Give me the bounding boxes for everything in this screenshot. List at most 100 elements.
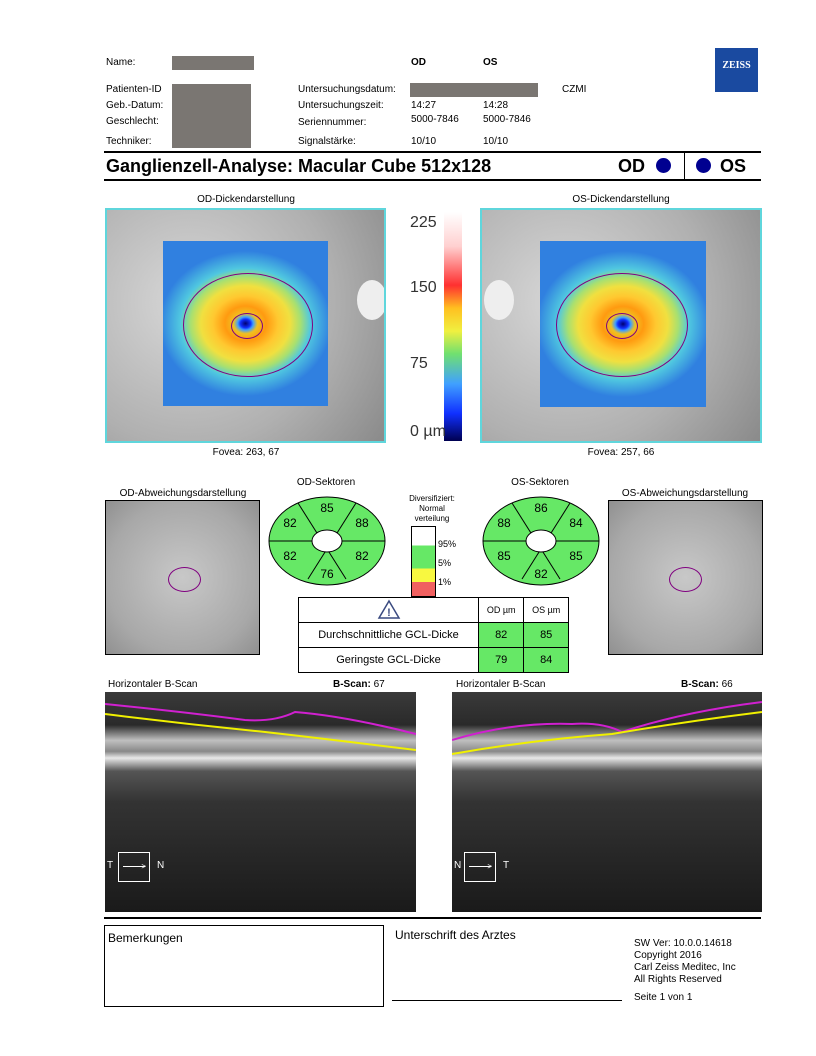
os-title-label: OS <box>720 156 747 176</box>
technician-label: Techniker: <box>106 136 152 147</box>
os-thickness-map <box>480 208 762 443</box>
redacted-patient-info <box>172 84 251 148</box>
temporal-label: T <box>107 860 114 871</box>
scale-225: 225 <box>410 214 437 231</box>
sector-lower-right: 85 <box>569 549 583 563</box>
site: CZMI <box>562 84 587 95</box>
os-bscan-image: N > T <box>452 692 762 912</box>
divider <box>104 151 761 153</box>
os-bscan-title: Horizontaler B-Scan <box>456 679 546 690</box>
divider <box>104 917 761 919</box>
page-number: Seite 1 von 1 <box>634 992 693 1003</box>
od-fovea: Fovea: 263, 67 <box>212 447 280 458</box>
sector-upper-left: 82 <box>283 516 297 530</box>
signal-label: Signalstärke: <box>298 136 356 147</box>
os-bscan-number: 66 <box>721 679 733 690</box>
row-label: Durchschnittliche GCL-Dicke <box>298 622 479 648</box>
sector-bottom: 82 <box>534 567 548 581</box>
scale-150: 150 <box>410 279 437 296</box>
bscan-label: B-Scan: <box>333 679 371 690</box>
patient-id-label: Patienten-ID <box>106 84 162 95</box>
od-bscan-image: T > N <box>105 692 416 912</box>
od-deviation-title: OD-Abweichungsdarstellung <box>119 488 247 499</box>
name-label: Name: <box>106 57 136 68</box>
os-header: OS <box>483 57 498 68</box>
direction-arrow-icon: > <box>464 852 496 882</box>
od-eye-icon <box>656 158 671 173</box>
ellipse <box>168 567 201 592</box>
copyright: Copyright 2016 <box>634 950 702 961</box>
signature-line <box>392 1000 622 1001</box>
optic-disc <box>357 280 384 320</box>
os-sectors-title: OS-Sektoren <box>511 477 569 488</box>
software-version: SW Ver: 10.0.0.14618 <box>634 938 732 949</box>
exam-time-label: Untersuchungszeit: <box>298 100 384 111</box>
od-serial: 5000-7846 <box>411 114 459 125</box>
table-row: Geringste GCL-Dicke 79 84 <box>298 647 569 673</box>
ellipse <box>556 273 688 377</box>
sector-lower-left: 85 <box>497 549 511 563</box>
os-fovea: Fovea: 257, 66 <box>587 447 655 458</box>
ellipse <box>231 313 263 339</box>
scale-0: 0 µm <box>410 423 446 440</box>
sector-upper-left: 88 <box>497 516 511 530</box>
legend-title: Diversifiziert: Normal verteilung <box>409 494 455 523</box>
od-sector-chart: 85 82 88 82 82 76 <box>268 496 386 586</box>
legend-bar <box>411 526 436 597</box>
scale-75: 75 <box>410 355 428 372</box>
redacted-exam-date <box>410 83 538 97</box>
os-signal: 10/10 <box>483 136 509 147</box>
redacted-name <box>172 56 254 70</box>
divider <box>684 152 685 180</box>
od-bscan-number: 67 <box>373 679 385 690</box>
od-signal: 10/10 <box>411 136 437 147</box>
os-heatmap <box>540 241 706 407</box>
direction-arrow-icon: > <box>118 852 150 882</box>
os-value: 85 <box>523 622 569 648</box>
company: Carl Zeiss Meditec, Inc <box>634 962 736 973</box>
zeiss-logo: ZEISS <box>715 48 758 92</box>
sector-upper-right: 88 <box>355 516 369 530</box>
legend-1: 1% <box>438 577 452 587</box>
os-serial: 5000-7846 <box>483 114 531 125</box>
dob-label: Geb.-Datum: <box>106 100 164 111</box>
signature-label: Unterschrift des Arztes <box>395 928 516 942</box>
od-title-label: OD <box>618 156 645 176</box>
warning-icon: ! <box>377 599 400 619</box>
nasal-label: N <box>157 860 165 871</box>
temporal-label: T <box>503 860 510 871</box>
os-deviation-title: OS-Abweichungsdarstellung <box>621 488 749 499</box>
legend-5: 5% <box>438 558 452 568</box>
os-sector-chart: 86 88 84 85 85 82 <box>482 496 600 586</box>
sector-lower-left: 82 <box>283 549 297 563</box>
od-column-header: OD µm <box>477 597 525 623</box>
os-deviation-map <box>608 500 763 655</box>
row-label: Geringste GCL-Dicke <box>298 647 479 673</box>
sector-bottom: 76 <box>320 567 334 581</box>
os-map-title: OS-Dickendarstellung <box>572 194 670 205</box>
page-title: Ganglienzell-Analyse: Macular Cube 512x1… <box>106 156 492 176</box>
serial-label: Seriennummer: <box>298 117 367 128</box>
sector-upper-right: 84 <box>569 516 583 530</box>
od-sectors-title: OD-Sektoren <box>296 477 356 488</box>
ellipse <box>183 273 313 377</box>
divider <box>104 179 761 181</box>
od-thickness-map <box>105 208 386 443</box>
sector-top: 86 <box>534 501 548 515</box>
sector-lower-right: 82 <box>355 549 369 563</box>
os-eye-icon <box>696 158 711 173</box>
os-value: 84 <box>523 647 569 673</box>
od-map-title: OD-Dickendarstellung <box>197 194 295 205</box>
bscan-label: B-Scan: <box>681 679 719 690</box>
od-bscan-title: Horizontaler B-Scan <box>108 679 198 690</box>
rights: All Rights Reserved <box>634 974 722 985</box>
od-time: 14:27 <box>411 100 437 111</box>
legend-95: 95% <box>438 539 457 549</box>
sector-top: 85 <box>320 501 334 515</box>
os-time: 14:28 <box>483 100 509 111</box>
remarks-box[interactable]: Bemerkungen <box>104 925 384 1007</box>
od-value: 82 <box>477 622 525 648</box>
od-heatmap <box>163 241 328 406</box>
od-deviation-map <box>105 500 260 655</box>
ellipse <box>606 313 638 339</box>
